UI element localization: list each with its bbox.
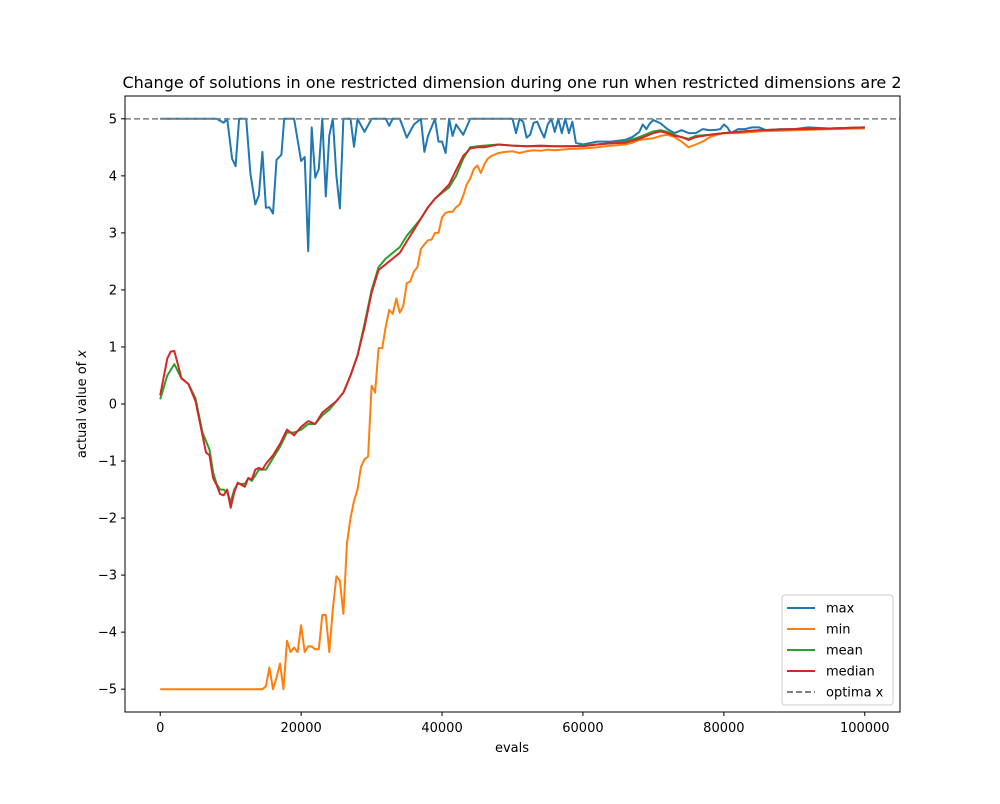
legend-frame — [781, 594, 894, 706]
y-tick-label: 0 — [109, 398, 117, 413]
series-line-mean — [159, 126, 865, 504]
y-tick-label: 5 — [109, 112, 117, 127]
x-tick-label: 0 — [156, 721, 164, 736]
y-tick-label: −4 — [98, 626, 117, 641]
legend-label-mean: mean — [826, 644, 863, 659]
legend-label-optima-x: optima x — [826, 686, 884, 701]
y-axis-label: actual value of x — [75, 350, 90, 458]
legend-label-min: min — [826, 623, 851, 638]
x-tick-label: 20000 — [280, 721, 321, 736]
y-tick-label: 3 — [109, 226, 117, 241]
series-line-min — [160, 127, 865, 691]
x-tick-label: 40000 — [421, 721, 462, 736]
y-tick-label: −3 — [98, 569, 117, 584]
y-tick-label: 1 — [109, 340, 117, 355]
y-tick-label: −5 — [98, 683, 117, 698]
x-axis: 0 20000 40000 60000 80000 100000 — [156, 712, 890, 736]
legend: max min mean median optima x — [781, 594, 894, 706]
y-tick-label: 2 — [109, 283, 117, 298]
y-axis-label-variable: x — [75, 350, 90, 359]
x-tick-label: 100000 — [840, 721, 890, 736]
plot-area — [125, 117, 900, 691]
y-axis: −5 −4 −3 −2 −1 0 1 2 3 4 5 — [98, 112, 125, 698]
y-axis-label-text: actual value of — [75, 358, 90, 458]
x-axis-label: evals — [495, 741, 529, 756]
y-tick-label: −2 — [98, 512, 117, 527]
legend-label-median: median — [826, 665, 875, 680]
x-tick-label: 80000 — [703, 721, 744, 736]
chart-title: Change of solutions in one restricted di… — [122, 73, 901, 92]
x-tick-label: 60000 — [562, 721, 603, 736]
y-tick-label: 4 — [109, 169, 117, 184]
legend-label-max: max — [826, 602, 855, 617]
series-line-median — [159, 126, 865, 509]
series-line-max — [160, 117, 865, 253]
y-tick-label: −1 — [98, 455, 117, 470]
